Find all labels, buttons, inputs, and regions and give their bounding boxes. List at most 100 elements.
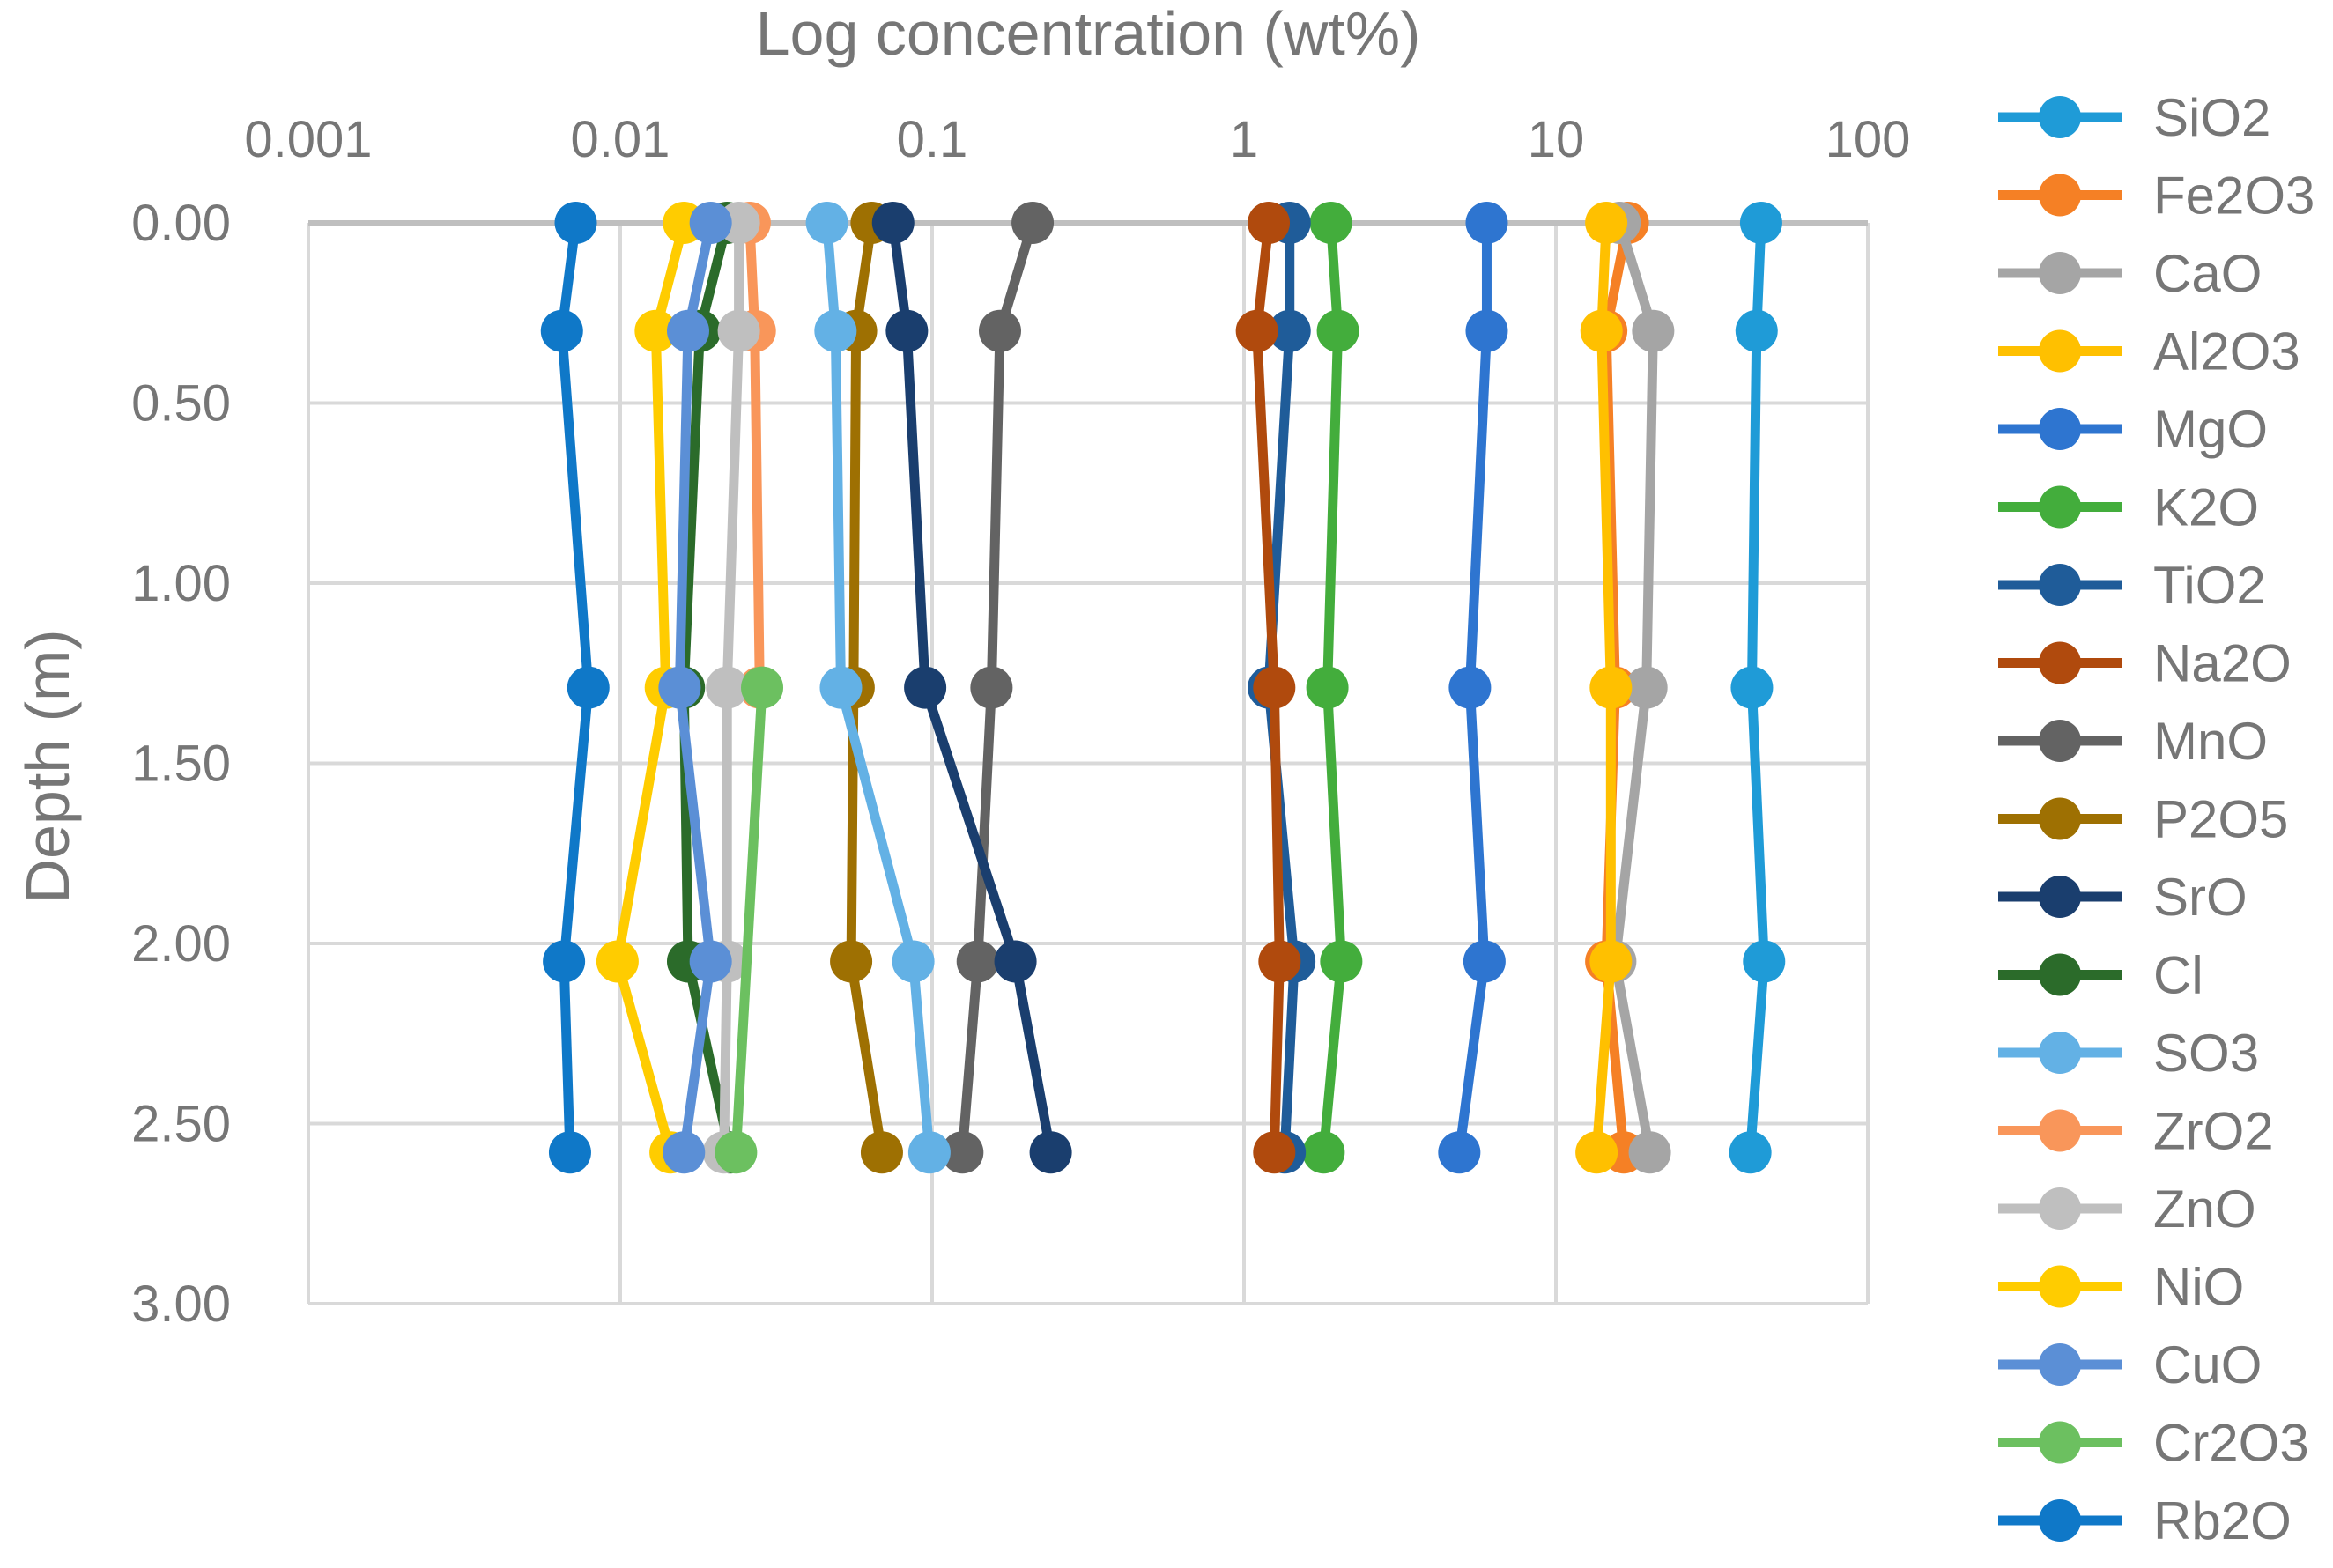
legend-swatch-marker — [2039, 797, 2081, 840]
series-line — [744, 218, 765, 693]
y-tick-label: 3.00 — [131, 1276, 231, 1333]
legend-label: Cl — [2153, 946, 2203, 1005]
data-point — [1253, 1131, 1296, 1174]
series — [540, 202, 1786, 1174]
data-point — [819, 666, 863, 709]
data-point — [663, 1131, 706, 1174]
axes: 0.001 0.01 0.1 1 10 100 0.00 0.50 1.00 1.50 2.00 2.… — [131, 111, 1910, 1333]
legend-item: ZnO — [1998, 1180, 2256, 1239]
series-zno — [702, 202, 760, 1174]
legend-item: Rb2O — [1998, 1491, 2292, 1550]
data-point — [1253, 666, 1296, 709]
data-point — [904, 666, 947, 709]
legend-label: Na2O — [2153, 634, 2292, 693]
y-axis-title: Depth (m) — [13, 629, 82, 903]
legend-label: Rb2O — [2153, 1491, 2292, 1550]
legend-swatch-marker — [2039, 1343, 2081, 1386]
y-tick-label: 0.50 — [131, 375, 231, 433]
legend-swatch-marker — [2039, 174, 2081, 217]
series-mgo — [1438, 202, 1508, 1174]
legend-label: ZnO — [2153, 1180, 2256, 1239]
x-tick-label: 0.1 — [897, 111, 968, 168]
series-na2o — [1235, 202, 1301, 1174]
data-point — [1580, 309, 1623, 352]
data-point — [1235, 309, 1278, 352]
data-point — [1625, 666, 1668, 709]
legend-item: NiO — [1998, 1258, 2244, 1317]
data-point — [885, 309, 929, 352]
data-point — [1320, 940, 1363, 983]
data-point — [805, 202, 848, 244]
data-point — [814, 309, 857, 352]
data-point — [956, 940, 999, 983]
legend-label: Cr2O3 — [2153, 1414, 2309, 1473]
data-point — [1735, 309, 1778, 352]
series-rb2o — [540, 202, 610, 1174]
legend-swatch-marker — [2039, 641, 2081, 684]
legend-item: P2O5 — [1998, 790, 2288, 849]
legend-label: NiO — [2153, 1258, 2244, 1317]
legend-label: MnO — [2153, 712, 2268, 771]
legend-swatch-marker — [2039, 96, 2081, 138]
data-point — [689, 202, 732, 244]
data-point — [554, 202, 597, 244]
data-point — [717, 309, 760, 352]
x-tick-label: 100 — [1826, 111, 1911, 168]
series-k2o — [1302, 202, 1363, 1174]
legend-swatch-marker — [2039, 1032, 2081, 1074]
data-point — [892, 940, 935, 983]
legend-label: ZrO2 — [2153, 1102, 2274, 1161]
legend-swatch-marker — [2039, 1421, 2081, 1464]
data-point — [1448, 666, 1492, 709]
series-cuo — [658, 202, 732, 1174]
legend: SiO2 Fe2O3 CaO Al2O3 MgO K2O TiO2 Na2O MnO P2O5 Sr… — [1998, 88, 2314, 1550]
legend-swatch-marker — [2039, 1265, 2081, 1308]
series-line — [730, 683, 767, 1158]
legend-swatch-marker — [2039, 564, 2081, 606]
legend-label: SiO2 — [2153, 88, 2270, 147]
legend-label: Fe2O3 — [2153, 166, 2314, 226]
legend-label: Al2O3 — [2153, 322, 2300, 381]
legend-item: ZrO2 — [1998, 1102, 2274, 1161]
legend-item: SO3 — [1998, 1024, 2259, 1083]
data-point — [1589, 666, 1633, 709]
y-tick-label: 0.00 — [131, 195, 231, 252]
data-point — [1589, 940, 1633, 983]
data-point — [567, 666, 610, 709]
legend-label: CuO — [2153, 1335, 2262, 1394]
legend-item: K2O — [1998, 478, 2259, 537]
data-point — [548, 1131, 591, 1174]
legend-label: MgO — [2153, 400, 2268, 459]
legend-swatch-marker — [2039, 1499, 2081, 1542]
data-point — [540, 309, 583, 352]
data-point — [1632, 309, 1675, 352]
legend-swatch-marker — [2039, 485, 2081, 529]
legend-swatch-marker — [2039, 1187, 2081, 1230]
series-mno — [941, 202, 1055, 1174]
legend-item: SrO — [1998, 868, 2248, 927]
data-point — [1258, 940, 1301, 983]
data-point — [1029, 1131, 1072, 1174]
data-point — [666, 309, 709, 352]
legend-swatch-marker — [2039, 1109, 2081, 1152]
x-tick-label: 0.01 — [571, 111, 670, 168]
data-point — [1628, 1131, 1671, 1174]
data-point — [860, 1131, 903, 1174]
legend-item: TiO2 — [1998, 556, 2266, 615]
legend-item: Cl — [1998, 946, 2203, 1005]
data-point — [1743, 940, 1786, 983]
data-point — [1268, 309, 1311, 352]
legend-label: P2O5 — [2153, 790, 2288, 849]
legend-item: MgO — [1998, 400, 2268, 459]
data-point — [658, 666, 701, 709]
legend-item: Cr2O3 — [1998, 1414, 2309, 1473]
data-point — [706, 666, 749, 709]
data-point — [634, 309, 678, 352]
series-sro — [871, 202, 1072, 1174]
series-so3 — [805, 202, 951, 1174]
data-point — [1730, 666, 1774, 709]
legend-swatch-marker — [2039, 252, 2081, 294]
data-point — [994, 940, 1037, 983]
data-point — [1011, 202, 1055, 244]
